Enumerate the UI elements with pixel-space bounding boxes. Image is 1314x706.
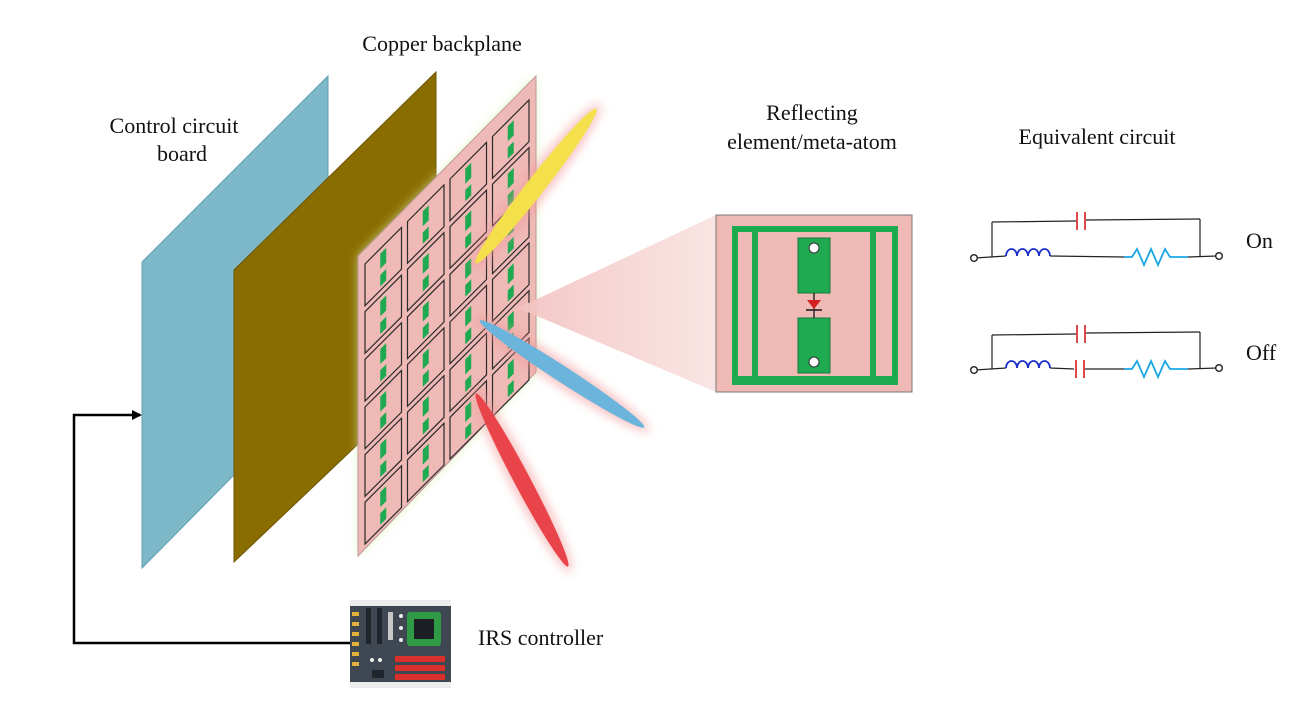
reflecting-element-zoom bbox=[715, 214, 913, 393]
meta-atom-patch bbox=[507, 236, 514, 255]
pin-diode-icon bbox=[807, 300, 821, 309]
meta-atom-patch bbox=[422, 443, 429, 465]
meta-atom-patch bbox=[465, 258, 472, 280]
meta-atom-patch bbox=[465, 162, 472, 184]
meta-atom-patch bbox=[380, 486, 387, 508]
meta-atom-patch bbox=[465, 401, 472, 423]
meta-atom-patch bbox=[507, 141, 514, 159]
meta-atom-patch bbox=[422, 417, 429, 435]
meta-atom-patch bbox=[465, 210, 472, 232]
irs-controller-label: IRS controller bbox=[478, 625, 604, 650]
meta-atom-patch bbox=[422, 205, 429, 227]
meta-atom-cell bbox=[364, 464, 403, 546]
meta-atom-patch bbox=[422, 395, 429, 417]
meta-atom-patch bbox=[380, 247, 387, 269]
meta-atom-patch bbox=[380, 390, 387, 412]
meta-atom-patch bbox=[507, 358, 514, 380]
meta-atom-cell bbox=[406, 326, 445, 408]
meta-atom-cell bbox=[364, 226, 403, 308]
meta-atom-patch bbox=[465, 305, 472, 327]
meta-atom-cell bbox=[406, 231, 445, 313]
resistor-icon bbox=[1124, 358, 1188, 380]
meta-atom-patch bbox=[465, 353, 472, 375]
meta-atom-patch bbox=[507, 284, 514, 302]
meta-atom-patch bbox=[422, 226, 429, 244]
feedback-line bbox=[72, 410, 350, 645]
meta-atom-cell bbox=[364, 321, 403, 403]
meta-atom-cell bbox=[449, 141, 488, 223]
meta-atom-patch bbox=[422, 300, 429, 322]
meta-atom-patch bbox=[380, 316, 387, 335]
element-label-line1: Reflecting bbox=[766, 100, 858, 125]
control-board-label-line1: Control circuit bbox=[110, 113, 239, 138]
meta-atom-cell bbox=[406, 374, 445, 456]
meta-atom-patch bbox=[422, 348, 429, 370]
meta-atom-patch bbox=[422, 321, 429, 340]
inductor-icon bbox=[1005, 360, 1051, 369]
meta-atom-cell bbox=[491, 98, 530, 180]
meta-atom-patch bbox=[507, 120, 514, 142]
blue-beam bbox=[474, 316, 650, 432]
element-label-line2: element/meta-atom bbox=[727, 129, 897, 154]
meta-atom-cell bbox=[491, 289, 530, 371]
meta-atom-cell bbox=[406, 183, 445, 265]
meta-atom-cell bbox=[364, 416, 403, 498]
meta-atom-patch bbox=[380, 438, 387, 460]
meta-atom-cell bbox=[449, 236, 488, 318]
equivalent-circuit-on bbox=[970, 212, 1223, 268]
meta-atom-patch bbox=[380, 268, 387, 287]
meta-atom-patch bbox=[507, 167, 514, 189]
meta-atom-cell bbox=[406, 421, 445, 503]
inductor-icon bbox=[1005, 248, 1051, 257]
meta-atom-patch bbox=[422, 274, 429, 292]
meta-atom-patch bbox=[422, 252, 429, 274]
meta-atom-patch bbox=[465, 374, 472, 393]
control-board-label-line2: board bbox=[157, 141, 207, 166]
meta-atom-patch bbox=[422, 464, 429, 483]
meta-atom-patch bbox=[507, 310, 514, 332]
zoom-cone bbox=[518, 215, 716, 392]
meta-atom-patch bbox=[422, 369, 429, 387]
meta-atom-patch bbox=[465, 231, 472, 250]
meta-atom-patch bbox=[507, 379, 514, 398]
meta-atom-cell bbox=[449, 188, 488, 270]
copper-backplane-label: Copper backplane bbox=[362, 31, 521, 56]
metasurface-panel bbox=[357, 74, 537, 558]
meta-atom-patch bbox=[507, 263, 514, 285]
meta-atom-patch bbox=[465, 326, 472, 345]
meta-atom-cell bbox=[449, 331, 488, 413]
red-beam bbox=[472, 388, 572, 572]
yellow-beam bbox=[471, 103, 601, 269]
meta-atom-patch bbox=[380, 295, 387, 317]
meta-atom-cell bbox=[364, 273, 403, 355]
meta-atom-patch bbox=[465, 279, 472, 297]
meta-atom-patch bbox=[465, 183, 472, 202]
equivalent-circuit-label: Equivalent circuit bbox=[1019, 124, 1176, 149]
state-on-label: On bbox=[1246, 228, 1273, 253]
meta-atom-cell bbox=[491, 241, 530, 323]
meta-atom-patch bbox=[380, 364, 387, 382]
meta-atom-patch bbox=[380, 411, 387, 430]
meta-atom-patch bbox=[380, 459, 387, 478]
meta-atom-patch bbox=[465, 422, 472, 440]
state-off-label: Off bbox=[1246, 340, 1277, 365]
resistor-icon bbox=[1124, 246, 1188, 268]
equivalent-circuit-off bbox=[970, 325, 1223, 380]
meta-atom-cell bbox=[406, 278, 445, 360]
meta-atom-patch bbox=[380, 507, 387, 525]
meta-atom-grid bbox=[364, 98, 530, 546]
irs-controller-board bbox=[350, 600, 451, 688]
meta-atom-patch bbox=[380, 343, 387, 365]
meta-atom-cell bbox=[364, 369, 403, 451]
